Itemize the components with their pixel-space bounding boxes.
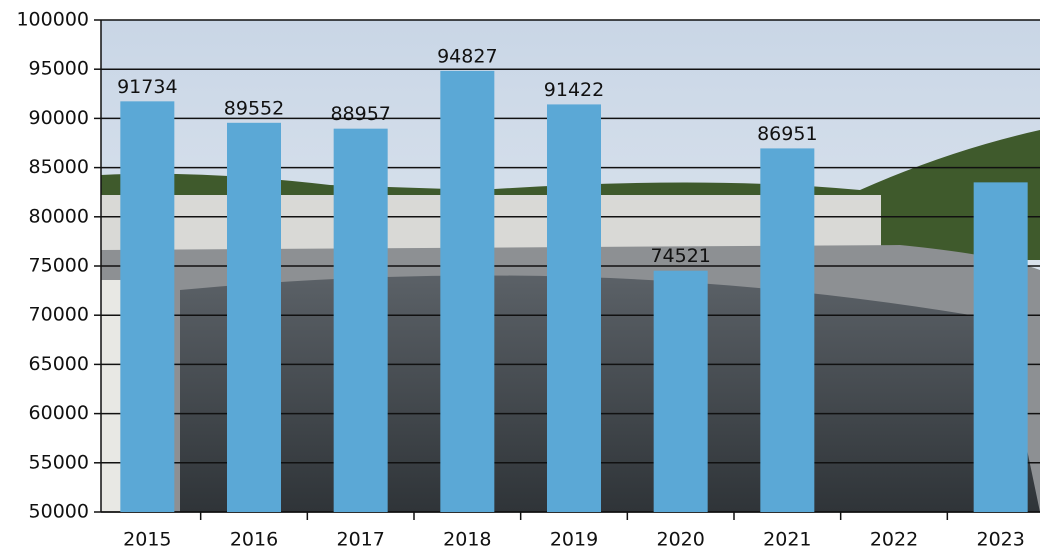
x-tick-label: 2022 — [870, 529, 918, 551]
y-tick-label: 100000 — [16, 9, 89, 31]
x-tick-label: 2019 — [550, 529, 598, 551]
x-tick-label: 2021 — [763, 529, 811, 551]
y-tick-label: 65000 — [29, 353, 89, 375]
x-tick-label: 2018 — [443, 529, 491, 551]
y-tick-label: 55000 — [29, 451, 89, 473]
data-label: 91422 — [544, 79, 604, 101]
bar — [227, 123, 281, 512]
y-tick-label: 85000 — [29, 156, 89, 178]
bar — [440, 71, 494, 512]
bar — [654, 271, 708, 512]
y-tick-label: 70000 — [29, 304, 89, 326]
data-label: 74521 — [650, 245, 710, 267]
x-tick-label: 2017 — [336, 529, 384, 551]
bar — [547, 104, 601, 512]
bar — [974, 182, 1028, 512]
bar — [120, 101, 174, 512]
x-tick-label: 2023 — [976, 529, 1024, 551]
data-label: 94827 — [437, 45, 497, 67]
data-label: 89552 — [224, 97, 284, 119]
y-tick-label: 50000 — [29, 501, 89, 523]
data-label: 91734 — [117, 76, 177, 98]
y-tick-label: 90000 — [29, 107, 89, 129]
y-tick-label: 95000 — [29, 58, 89, 80]
data-label: 86951 — [757, 123, 817, 145]
y-tick-label: 75000 — [29, 255, 89, 277]
bar — [760, 148, 814, 512]
chart: 50000 55000 60000 65000 70000 75000 80000 85000… — [0, 0, 1047, 551]
x-tick-label: 2020 — [656, 529, 704, 551]
data-label: 88957 — [330, 103, 390, 125]
x-tick-label: 2016 — [230, 529, 278, 551]
x-tick-label: 2015 — [123, 529, 171, 551]
y-tick-label: 80000 — [29, 205, 89, 227]
y-tick-label: 60000 — [29, 402, 89, 424]
bar — [334, 129, 388, 512]
